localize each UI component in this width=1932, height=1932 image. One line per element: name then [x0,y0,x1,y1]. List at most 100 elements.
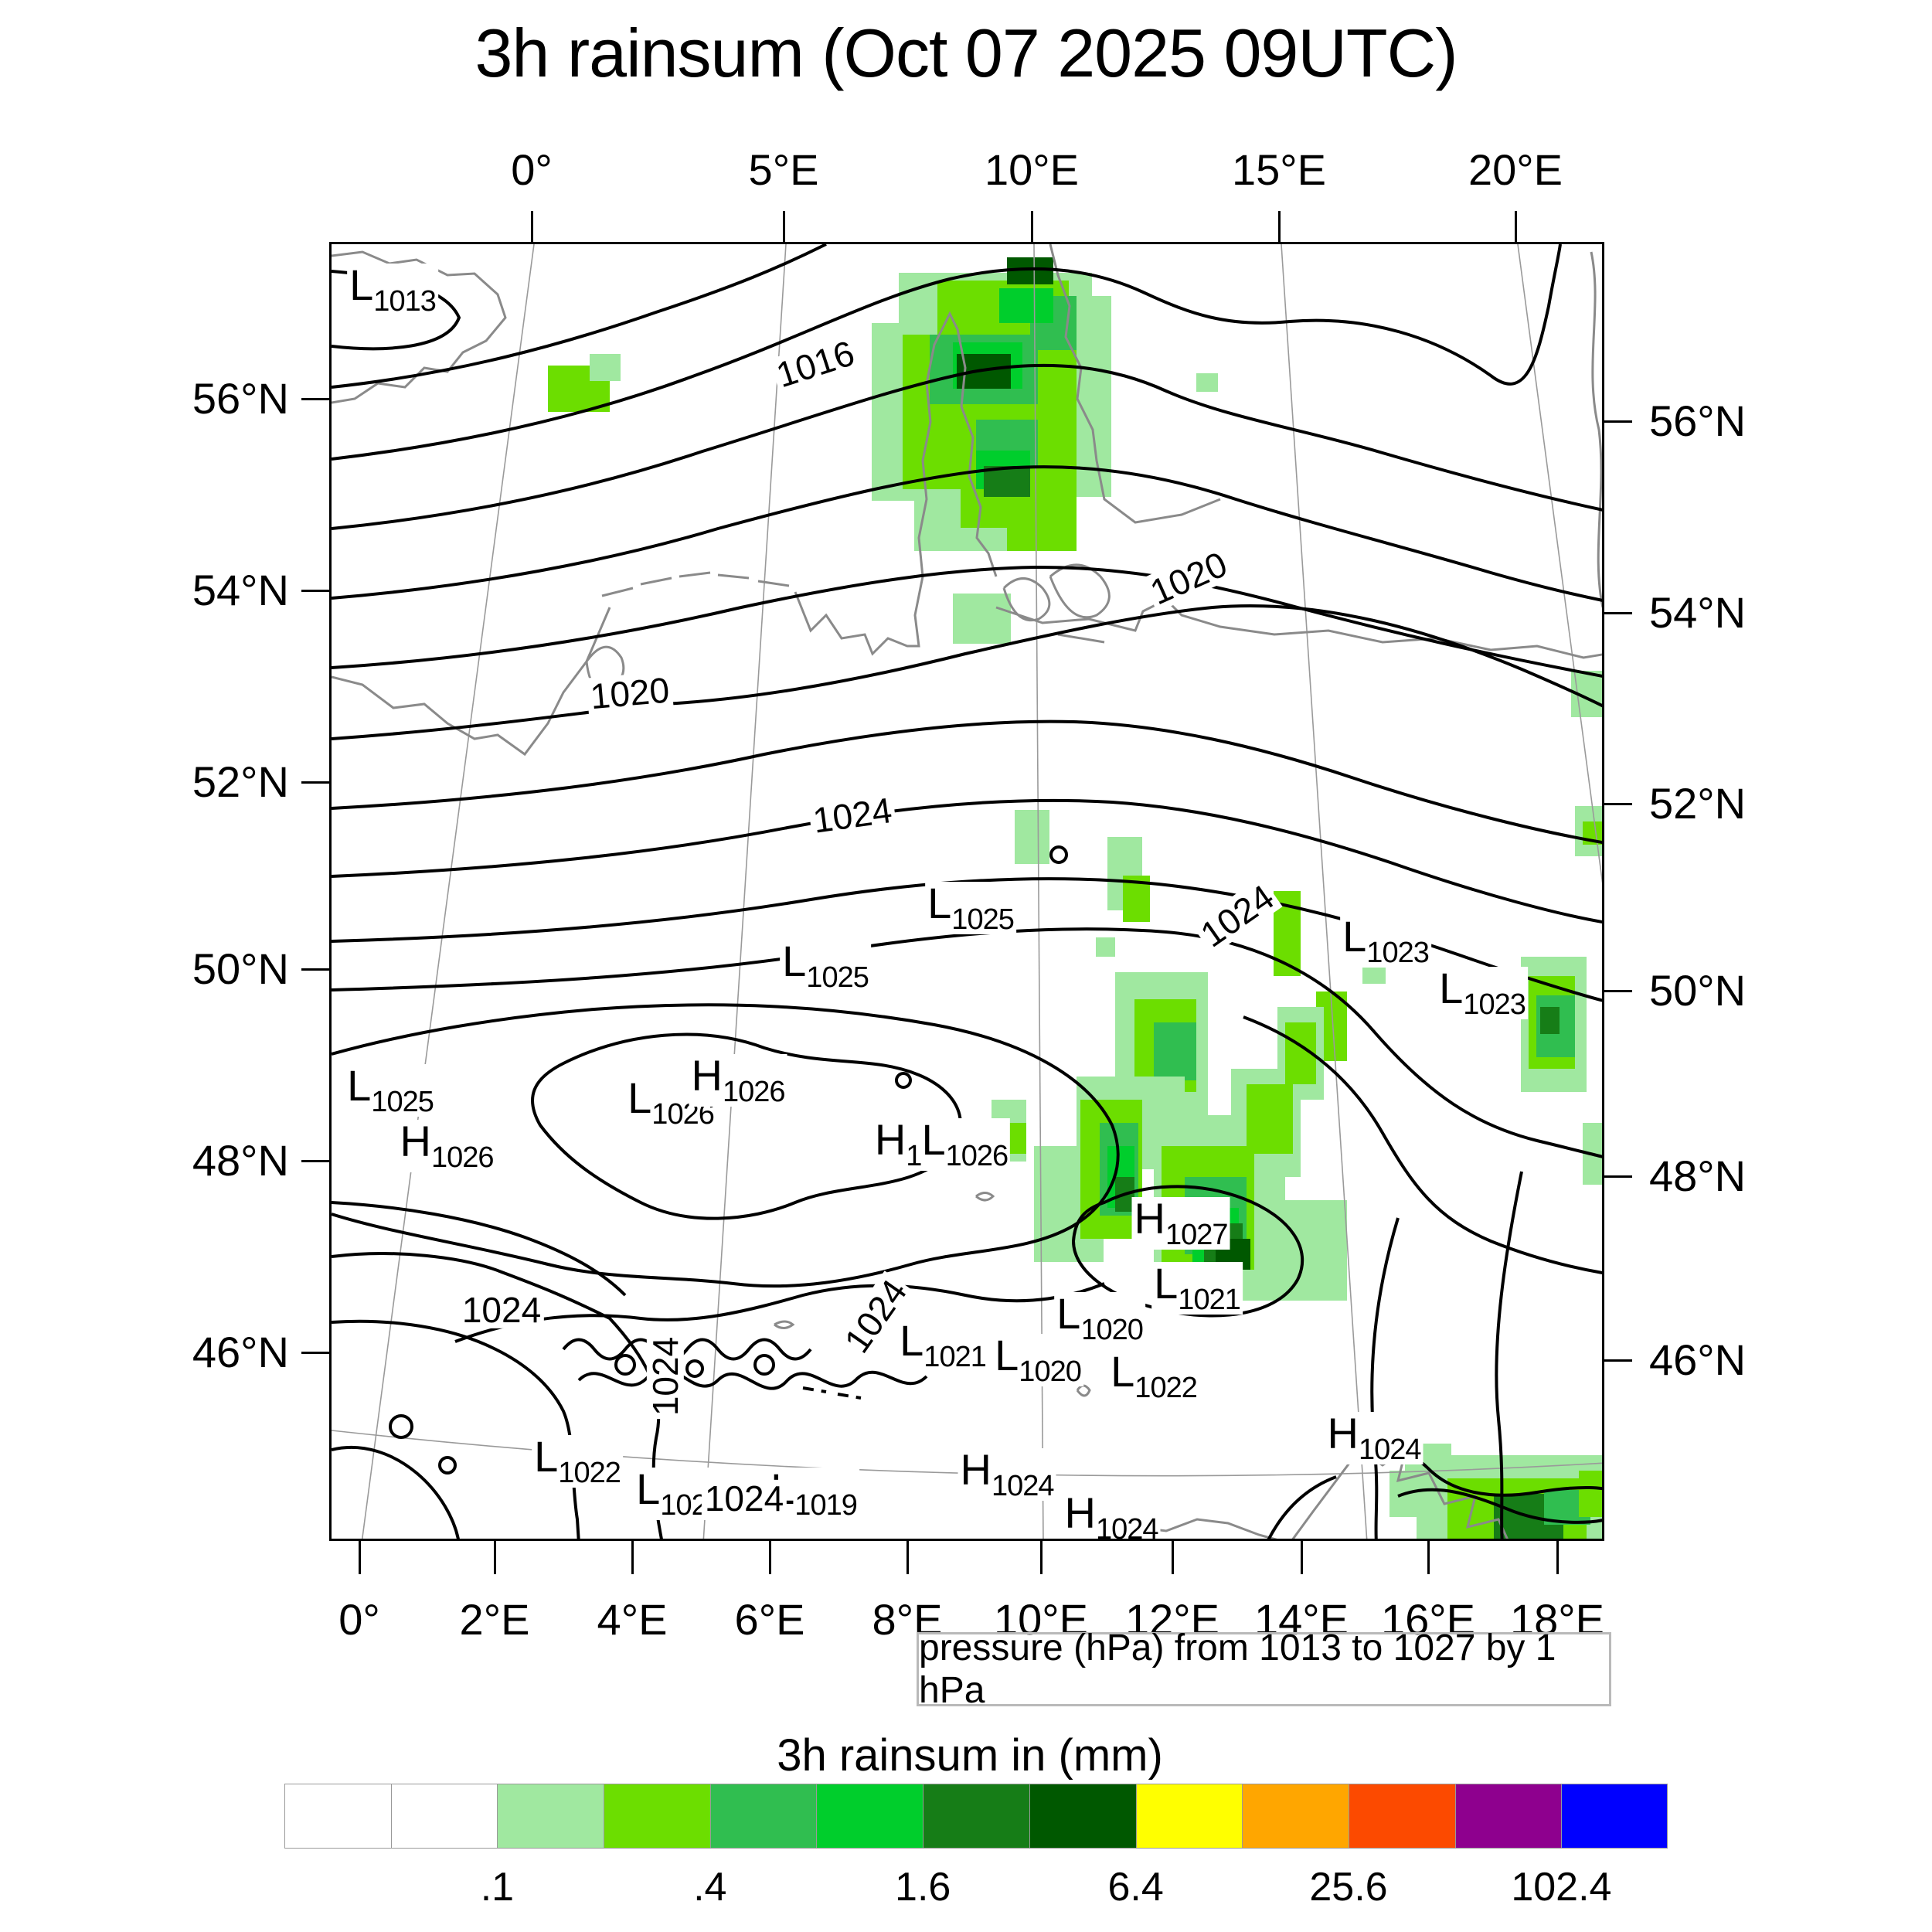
contour-value-label: 1024 [808,790,897,841]
axis-tick [1604,1359,1632,1362]
axis-label: 0° [511,145,553,194]
axis-tick [1427,1541,1430,1574]
pressure-center-label: L1013 [347,264,438,316]
rain-cell [984,466,1030,497]
pressure-center-label: L1021 [1151,1262,1243,1315]
axis-tick [301,781,329,784]
axis-tick [494,1541,496,1574]
colorbar-cell [1029,1784,1136,1849]
axis-label: 2°E [459,1595,530,1644]
colorbar-cell [709,1784,817,1849]
axis-tick [1040,1541,1043,1574]
axis-label: 48°N [192,1136,289,1185]
colorbar-tick-label: .4 [693,1865,727,1910]
axis-label: 56°N [192,374,289,423]
rain-shading-layer [332,244,1602,1539]
colorbar-tick-label: 6.4 [1107,1865,1164,1910]
axis-tick [1278,211,1281,242]
axis-tick [906,1541,909,1574]
axis-tick [1604,612,1632,614]
colorbar [284,1784,1668,1849]
axis-tick [1515,211,1517,242]
pressure-center-label: L1023 [1437,967,1528,1019]
contour-value-label: 1020 [1141,543,1236,613]
colorbar-cell [1561,1784,1668,1849]
contour-value-label: 1020 [585,669,675,716]
axis-label: 6°E [734,1595,805,1644]
axis-label: 20°E [1468,145,1563,194]
pressure-center-label: H1027 [1131,1197,1230,1250]
rain-cell [590,354,621,381]
axis-tick [631,1541,634,1574]
axis-tick [1604,420,1632,423]
rain-cell [1015,810,1049,864]
axis-label: 46°N [1649,1335,1747,1384]
pressure-center-label: L1025 [925,882,1016,934]
axis-tick [1604,803,1632,805]
axis-label: 50°N [192,944,289,993]
pressure-center-label: H1L1026 [872,1118,1011,1171]
axis-label: 52°N [1649,779,1747,828]
colorbar-title: 3h rainsum in (mm) [777,1730,1163,1781]
rain-cell [1154,1022,1196,1080]
contour-and-coastline-layer [332,244,1602,1539]
contour-value-label: 1024 [1191,876,1284,956]
rain-cell [1196,373,1218,392]
pressure-center-label: H1024 [1062,1492,1161,1539]
rain-cell [1007,1123,1026,1154]
colorbar-cell [1242,1784,1349,1849]
colorbar-cell [390,1784,498,1849]
pressure-center-label: H1026 [397,1120,496,1172]
axis-label: 46°N [192,1328,289,1376]
contour-value-label: 1024 [701,1480,787,1517]
rain-cell [1096,937,1115,957]
pressure-center-label: L1022 [1108,1350,1199,1403]
pressure-center-label: L1022 [532,1435,623,1488]
colorbar-tick-label: 102.4 [1511,1865,1612,1910]
rain-cell [999,288,1053,323]
axis-label: 52°N [192,757,289,806]
contour-value-label: 1024 [645,1333,685,1420]
pressure-center-label: L1023 [1340,915,1431,968]
axis-label: 5°E [748,145,819,194]
chart-title: 3h rainsum (Oct 07 2025 09UTC) [474,15,1458,91]
pressure-contours [332,244,1602,1539]
pressure-center-label: L1020 [992,1334,1083,1386]
contour-value-label: 1024 [458,1291,545,1328]
axis-label: 48°N [1649,1151,1747,1200]
axis-tick [301,968,329,971]
axis-tick [1604,1175,1632,1178]
contour-value-label: 1016 [769,332,862,395]
pressure-legend-text: pressure (hPa) from 1013 to 1027 by 1 hP… [919,1628,1556,1711]
pressure-center-label: L1025 [345,1064,436,1117]
pressure-center-label: L1021 [897,1319,988,1372]
colorbar-cell [604,1784,710,1849]
axis-label: 54°N [1649,588,1747,637]
axis-label: 0° [338,1595,380,1644]
colorbar-tick-label: 1.6 [895,1865,951,1910]
axis-tick [1556,1541,1559,1574]
axis-tick [783,211,785,242]
axis-label: 50°N [1649,966,1747,1015]
axis-tick [301,590,329,592]
axis-tick [531,211,533,242]
axis-tick [359,1541,361,1574]
rain-cell [1579,1471,1602,1517]
axis-tick [301,398,329,400]
pressure-center-label: H1026 [689,1054,787,1107]
map-frame: L1013 L1025 L1025 L1023 L1023 L1025 H1026 L1026… [329,242,1604,1541]
pressure-center-label: L1025 [780,940,871,992]
axis-label: 10°E [984,145,1080,194]
axis-label: 15°E [1231,145,1327,194]
axis-label: 54°N [192,566,289,614]
axis-tick [301,1160,329,1162]
colorbar-cell [816,1784,923,1849]
pressure-label-layer: L1013 L1025 L1025 L1023 L1023 L1025 H1026 L1026… [332,244,1602,1539]
colorbar-cell [284,1784,391,1849]
colorbar-cell [1454,1784,1562,1849]
colorbar-cell [1135,1784,1243,1849]
colorbar-tick-label: 25.6 [1309,1865,1388,1910]
colorbar-cell [923,1784,1029,1849]
rain-cell [953,594,1011,644]
